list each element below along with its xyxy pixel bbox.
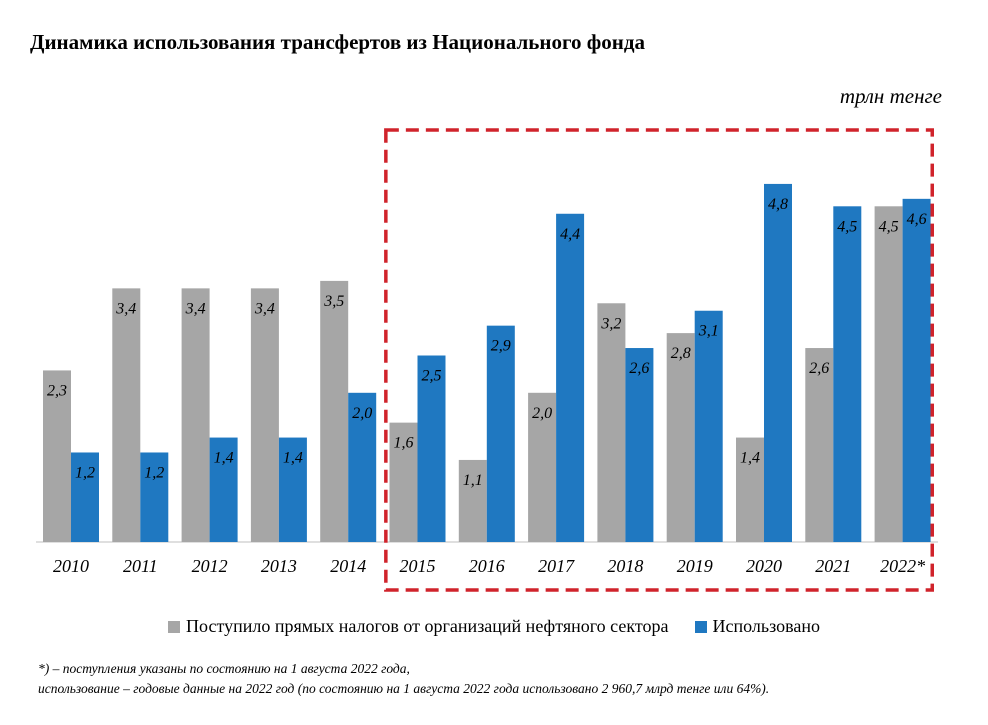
legend-label-used: Использовано [712, 616, 820, 636]
x-tick-label-2020: 2020 [746, 556, 782, 576]
legend: Поступило прямых налогов от организаций … [0, 616, 988, 637]
value-label-used-2010: 1,2 [75, 464, 95, 481]
bar-used-2016 [486, 325, 515, 542]
value-label-used-2021: 4,5 [837, 218, 857, 235]
x-tick-label-2013: 2013 [261, 556, 297, 576]
bar-oil-taxes-2017 [528, 392, 557, 542]
footnote-line-1: *) – поступления указаны по состоянию на… [38, 661, 410, 676]
legend-item-used: Использовано [694, 616, 820, 637]
value-label-oil-taxes-2014: 3,5 [323, 293, 344, 310]
value-label-oil-taxes-2022: 4,5 [879, 218, 899, 235]
value-label-used-2016: 2,9 [491, 338, 511, 355]
x-tick-label-2018: 2018 [607, 556, 643, 576]
bar-used-2020 [764, 183, 792, 543]
x-tick-label-2022: 2022* [880, 556, 925, 576]
chart-title: Динамика использования трансфертов из На… [30, 30, 646, 54]
legend-swatch-gray [168, 620, 181, 633]
value-label-used-2017: 4,4 [560, 226, 580, 243]
bar-oil-taxes-2010 [43, 370, 71, 542]
value-label-oil-taxes-2017: 2,0 [532, 405, 552, 422]
value-label-used-2020: 4,8 [768, 196, 788, 213]
value-label-used-2018: 2,6 [629, 360, 649, 377]
value-label-used-2013: 1,4 [283, 450, 303, 467]
x-tick-label-2015: 2015 [400, 556, 436, 576]
value-label-used-2022: 4,6 [907, 211, 927, 228]
bar-oil-taxes-2019 [666, 333, 695, 542]
bar-used-2015 [417, 355, 446, 542]
legend-label-oil-taxes: Поступило прямых налогов от организаций … [186, 616, 669, 636]
bar-oil-taxes-2016 [458, 459, 487, 542]
bar-used-2017 [556, 213, 585, 542]
x-tick-label-2012: 2012 [192, 556, 228, 576]
value-label-used-2014: 2,0 [352, 405, 372, 422]
value-label-oil-taxes-2013: 3,4 [254, 300, 275, 317]
bar-used-2010 [71, 452, 99, 542]
legend-swatch-blue [694, 620, 707, 633]
bar-oil-taxes-2020 [736, 437, 764, 542]
value-label-oil-taxes-2015: 1,6 [394, 435, 414, 452]
bar-chart: 2,3 1,2 2010 3,4 1,2 2011 3,4 1,4 2012 3,4 1,4 2013… [36, 128, 938, 592]
value-label-oil-taxes-2021: 2,6 [809, 360, 829, 377]
bar-used-2022 [902, 198, 931, 542]
legend-item-oil-taxes: Поступило прямых налогов от организаций … [168, 616, 669, 637]
bar-used-2019 [694, 310, 723, 542]
bar-oil-taxes-2022 [874, 206, 903, 543]
value-label-used-2019: 3,1 [698, 323, 719, 340]
value-label-used-2012: 1,4 [214, 450, 234, 467]
unit-label: трлн тенге [839, 84, 942, 108]
footnote-line-2: использование – годовые данные на 2022 г… [38, 681, 770, 696]
x-tick-label-2011: 2011 [123, 556, 158, 576]
bar-used-2013 [278, 437, 307, 542]
bar-used-2018 [625, 348, 654, 542]
bar-used-2011 [140, 452, 169, 542]
bar-used-2014 [348, 392, 377, 542]
value-label-oil-taxes-2012: 3,4 [185, 300, 206, 317]
bar-oil-taxes-2012 [181, 288, 210, 542]
x-tick-label-2017: 2017 [538, 556, 575, 576]
bar-oil-taxes-2015 [389, 422, 418, 542]
x-tick-label-2021: 2021 [815, 556, 851, 576]
value-label-used-2015: 2,5 [422, 368, 442, 385]
value-label-oil-taxes-2011: 3,4 [115, 300, 136, 317]
bar-oil-taxes-2018 [597, 303, 626, 542]
bar-oil-taxes-2013 [250, 288, 279, 542]
x-tick-label-2010: 2010 [53, 556, 89, 576]
value-label-oil-taxes-2010: 2,3 [47, 382, 67, 399]
x-tick-label-2016: 2016 [469, 556, 505, 576]
x-tick-label-2014: 2014 [330, 556, 366, 576]
bar-used-2021 [833, 206, 862, 543]
value-label-oil-taxes-2020: 1,4 [740, 450, 760, 467]
highlight-box [384, 128, 935, 592]
x-tick-label-2019: 2019 [677, 556, 713, 576]
bar-used-2012 [209, 437, 238, 542]
value-label-oil-taxes-2018: 3,2 [600, 315, 621, 332]
bar-oil-taxes-2011 [112, 288, 141, 542]
footnote: *) – поступления указаны по состоянию на… [38, 659, 769, 699]
value-label-oil-taxes-2016: 1,1 [463, 472, 483, 489]
bar-oil-taxes-2014 [320, 280, 349, 542]
value-label-used-2011: 1,2 [144, 464, 164, 481]
bar-oil-taxes-2021 [805, 348, 834, 542]
value-label-oil-taxes-2019: 2,8 [671, 345, 691, 362]
